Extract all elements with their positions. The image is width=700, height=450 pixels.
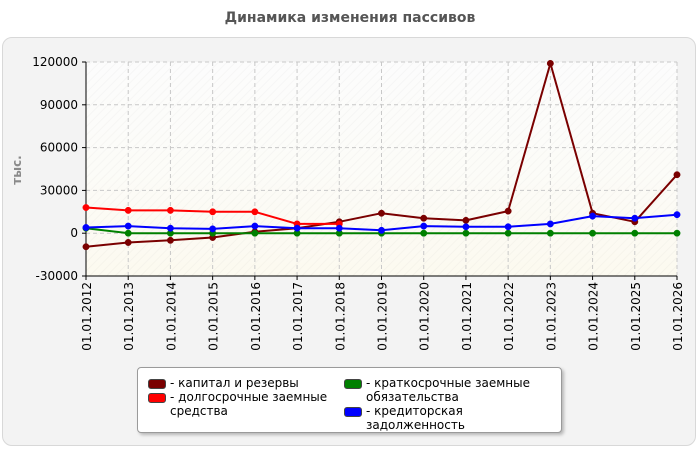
data-point-0[interactable]	[673, 171, 681, 179]
data-point-0[interactable]	[462, 216, 470, 224]
data-point-0[interactable]	[124, 239, 132, 246]
x-tick-label: 01.01.2020	[418, 282, 432, 351]
data-point-2[interactable]	[589, 229, 597, 237]
y-tick-label: 60000	[40, 141, 78, 155]
legend: - капитал и резервы - долгосрочные заемн…	[137, 367, 562, 433]
x-tick-label: 01.01.2023	[544, 282, 558, 351]
x-tick-label: 01.01.2024	[587, 282, 601, 351]
data-point-2[interactable]	[251, 229, 259, 237]
data-point-0[interactable]	[166, 236, 174, 244]
data-point-0[interactable]	[82, 243, 90, 251]
data-point-0[interactable]	[546, 59, 554, 67]
legend-swatch-payables	[344, 407, 362, 417]
data-point-1[interactable]	[251, 208, 259, 216]
x-tick-label: 01.01.2019	[376, 282, 390, 351]
x-tick-label: 01.01.2015	[207, 282, 221, 351]
data-point-3[interactable]	[335, 224, 343, 232]
y-tick-label: 120000	[32, 55, 78, 69]
data-point-3[interactable]	[378, 226, 385, 234]
data-point-3[interactable]	[251, 222, 259, 230]
y-tick-label: 0	[70, 226, 78, 240]
data-point-2[interactable]	[631, 229, 639, 237]
data-point-2[interactable]	[673, 229, 681, 237]
x-tick-label: 01.01.2012	[80, 282, 94, 351]
legend-item-shortterm: - краткосрочные заемные обязательства	[344, 376, 554, 404]
y-tick-label: -30000	[35, 269, 78, 283]
data-point-2[interactable]	[124, 229, 132, 237]
data-point-3[interactable]	[420, 222, 428, 230]
data-point-2[interactable]	[546, 229, 554, 237]
x-tick-label: 01.01.2018	[333, 282, 347, 351]
legend-label-capital: - капитал и резервы	[170, 376, 299, 390]
data-point-3[interactable]	[166, 224, 174, 232]
legend-label-payables: - кредиторская задолженность	[366, 404, 465, 432]
x-tick-label: 01.01.2014	[164, 282, 178, 351]
legend-item-payables: - кредиторская задолженность	[344, 404, 559, 432]
data-point-2[interactable]	[420, 229, 428, 237]
x-tick-label: 01.01.2022	[502, 282, 516, 351]
y-tick-label: 30000	[40, 183, 78, 197]
data-point-3[interactable]	[673, 211, 681, 219]
x-tick-label: 01.01.2013	[122, 282, 136, 351]
data-point-1[interactable]	[82, 204, 90, 211]
legend-swatch-capital	[148, 379, 166, 389]
data-point-2[interactable]	[462, 229, 470, 237]
data-point-3[interactable]	[504, 223, 512, 231]
data-point-1[interactable]	[209, 208, 217, 216]
data-point-0[interactable]	[420, 214, 428, 222]
data-point-0[interactable]	[378, 209, 385, 217]
series-lines	[82, 59, 681, 251]
data-point-3[interactable]	[293, 224, 301, 232]
chart-title: Динамика изменения пассивов	[224, 10, 476, 26]
y-tick-labels: 120000 90000 60000 30000 0 -30000	[32, 55, 78, 283]
x-tick-label: 01.01.2025	[629, 282, 643, 351]
legend-swatch-shortterm	[344, 379, 362, 389]
data-point-3[interactable]	[546, 220, 554, 228]
data-point-0[interactable]	[504, 207, 512, 215]
data-point-3[interactable]	[124, 222, 132, 230]
data-point-3[interactable]	[462, 223, 470, 231]
y-tick-label: 90000	[40, 98, 78, 112]
legend-swatch-longterm	[148, 393, 166, 403]
data-point-3[interactable]	[631, 214, 639, 222]
data-point-1[interactable]	[166, 206, 174, 214]
data-point-1[interactable]	[124, 206, 132, 214]
x-tick-label: 01.01.2016	[249, 282, 263, 351]
x-tick-label: 01.01.2017	[291, 282, 305, 351]
axes	[82, 61, 678, 280]
legend-item-capital: - капитал и резервы	[148, 376, 318, 390]
data-point-3[interactable]	[209, 225, 217, 233]
data-point-2[interactable]	[504, 229, 512, 237]
legend-label-longterm: - долгосрочные заемные средства	[170, 390, 328, 418]
legend-item-longterm: - долгосрочные заемные средства	[148, 390, 338, 418]
x-tick-label: 01.01.2026	[671, 282, 685, 351]
y-axis-label: тыс.	[10, 155, 24, 184]
data-point-3[interactable]	[589, 212, 597, 220]
data-point-3[interactable]	[82, 224, 90, 231]
legend-label-shortterm: - краткосрочные заемные обязательства	[366, 376, 530, 404]
x-tick-label: 01.01.2021	[460, 282, 474, 351]
x-tick-labels: 01.01.2012 01.01.2013 01.01.2014 01.01.2015…	[80, 282, 685, 351]
